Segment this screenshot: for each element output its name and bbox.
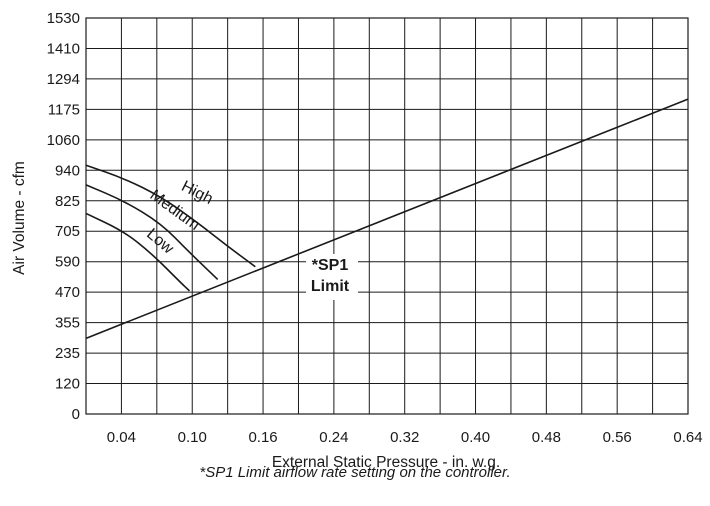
y-tick-label: 705 (55, 223, 80, 240)
x-axis-ticks: 0.04 0.10 0.16 0.24 0.32 0.40 0.48 0.56 0.64 (107, 429, 703, 446)
y-axis-title: Air Volume - cfm (11, 161, 28, 275)
series-lines (85, 98, 689, 340)
y-tick-label: 590 (55, 254, 80, 271)
y-tick-label: 120 (55, 376, 80, 393)
x-tick-label: 0.10 (178, 429, 207, 446)
footnote: *SP1 Limit airflow rate setting on the c… (199, 464, 511, 481)
y-tick-label: 355 (55, 315, 80, 332)
x-tick-label: 0.64 (673, 429, 702, 446)
y-tick-label: 1060 (47, 132, 80, 149)
x-axis-title: External Static Pressure - in. w.g. (272, 454, 500, 471)
curve-label-low: Low (143, 226, 177, 258)
limit-label: Limit (311, 278, 350, 295)
x-tick-label: 0.48 (532, 429, 561, 446)
y-tick-label: 470 (55, 284, 80, 301)
y-axis-ticks: 0 120 235 355 470 590 705 825 940 1060 1175 1294 141… (47, 10, 80, 423)
x-tick-label: 0.04 (107, 429, 136, 446)
y-tick-label: 1175 (48, 101, 80, 118)
x-tick-label: 0.56 (603, 429, 632, 446)
grid (85, 17, 689, 415)
y-tick-label: 1530 (47, 10, 80, 27)
y-tick-label: 235 (55, 345, 80, 362)
limit-label-background (306, 254, 358, 300)
x-tick-label: 0.24 (319, 429, 348, 446)
y-tick-label: 825 (55, 193, 80, 210)
series-line-medium (85, 184, 219, 281)
limit-label: *SP1 (312, 257, 349, 274)
series-line--sp1-limit (85, 98, 689, 340)
y-tick-label: 0 (72, 406, 80, 423)
y-tick-label: 1294 (47, 71, 80, 88)
curve-label-high: High (179, 178, 216, 208)
y-tick-label: 940 (55, 162, 80, 179)
plot-frame (85, 17, 689, 415)
x-tick-label: 0.16 (248, 429, 277, 446)
x-tick-label: 0.32 (390, 429, 419, 446)
y-tick-label: 1410 (47, 40, 80, 57)
series-line-low (85, 212, 191, 292)
x-tick-label: 0.40 (461, 429, 490, 446)
series-line-high (85, 164, 256, 268)
